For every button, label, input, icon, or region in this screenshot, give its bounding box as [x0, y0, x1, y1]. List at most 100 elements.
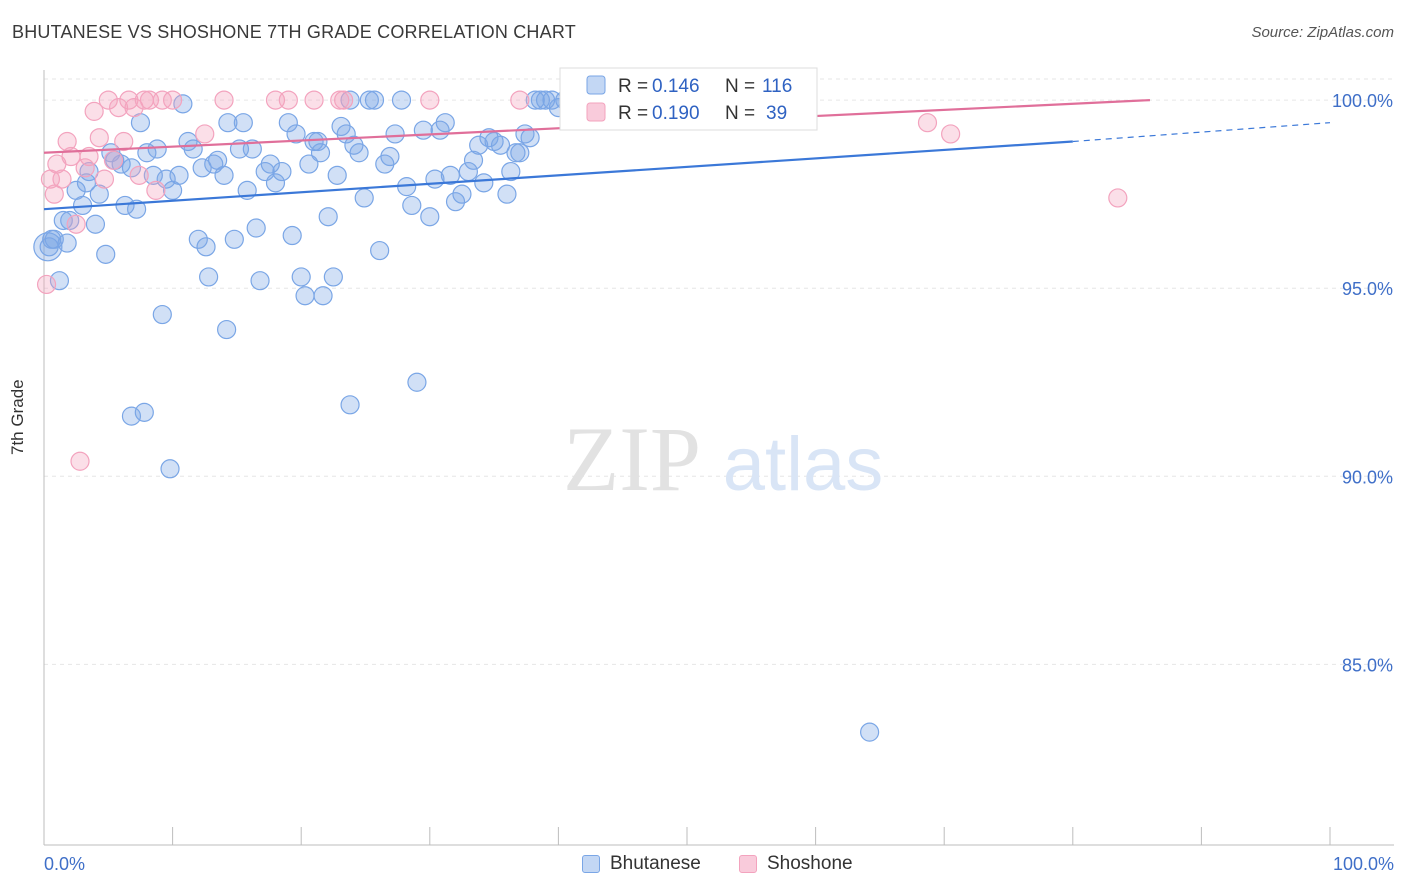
data-point — [291, 267, 311, 287]
data-point — [124, 98, 144, 118]
data-point — [53, 210, 73, 231]
data-point — [79, 146, 99, 167]
data-point — [278, 90, 298, 110]
data-point — [152, 90, 172, 110]
data-point — [474, 173, 494, 193]
data-point — [445, 192, 466, 212]
data-point — [413, 120, 433, 140]
data-point — [349, 143, 369, 163]
data-point — [354, 188, 374, 208]
data-point — [242, 139, 262, 159]
data-point — [501, 161, 521, 182]
data-point — [941, 124, 961, 144]
data-point — [525, 90, 545, 110]
data-point — [89, 128, 109, 148]
data-point — [530, 90, 550, 110]
bottom-legend-swatch-bhutanese — [582, 855, 600, 873]
legend-n-label-shoshone: N = — [725, 103, 755, 124]
data-point — [233, 113, 253, 133]
data-point — [121, 406, 142, 426]
data-point — [57, 233, 77, 253]
watermark-zip: ZIP — [563, 408, 701, 510]
bottom-legend-swatch-shoshone — [739, 855, 757, 873]
data-point — [327, 165, 347, 185]
data-point — [420, 90, 440, 110]
y-tick-label: 85.0% — [1342, 655, 1393, 675]
data-point — [490, 135, 511, 155]
data-point — [44, 184, 64, 204]
data-point — [286, 124, 306, 144]
data-point — [265, 173, 286, 193]
data-point — [214, 165, 234, 185]
trend-line-bhutanese-extension — [1072, 122, 1331, 143]
y-tick-label: 95.0% — [1342, 279, 1393, 299]
bhutanese-points — [33, 90, 880, 742]
data-point — [98, 90, 118, 110]
data-point — [463, 150, 484, 170]
data-point — [57, 131, 77, 152]
x-tick-min: 0.0% — [44, 854, 85, 874]
legend-swatch-bhutanese — [586, 75, 606, 95]
data-point — [246, 218, 266, 238]
bottom-legend-label-shoshone: Shoshone — [767, 853, 853, 874]
data-point — [391, 90, 412, 110]
source-label: Source: ZipAtlas.com — [1251, 24, 1394, 41]
legend-n-value-bhutanese: 116 — [762, 76, 792, 97]
data-point — [435, 113, 455, 133]
bottom-legend-bhutanese: Bhutanese — [582, 852, 701, 876]
data-point — [260, 154, 280, 174]
data-point — [310, 143, 331, 163]
data-point — [217, 319, 237, 340]
gridlines — [44, 78, 1394, 665]
data-point — [89, 184, 109, 204]
data-point — [76, 173, 97, 193]
shoshone-points — [36, 90, 1128, 471]
data-point — [75, 158, 95, 178]
legend-r-label-bhutanese: R = — [618, 76, 648, 97]
data-point — [49, 271, 70, 291]
data-point — [33, 232, 63, 262]
data-point — [173, 94, 193, 114]
data-point — [114, 131, 134, 152]
data-point — [282, 225, 302, 246]
data-point — [160, 459, 180, 479]
data-point — [359, 90, 379, 110]
data-point — [96, 244, 116, 264]
data-point — [147, 139, 167, 159]
data-point — [340, 90, 360, 110]
bottom-legend-label-bhutanese: Bhutanese — [610, 853, 701, 874]
data-point — [108, 98, 129, 118]
data-point — [304, 90, 324, 110]
data-point — [121, 158, 142, 178]
y-tick-label: 100.0% — [1332, 91, 1393, 111]
data-point — [479, 128, 499, 148]
data-point — [183, 139, 203, 159]
data-point — [224, 229, 244, 249]
data-point — [84, 101, 104, 121]
data-point — [497, 184, 517, 204]
data-point — [364, 90, 385, 110]
data-point — [917, 113, 938, 133]
x-tick-max: 100.0% — [1333, 854, 1394, 874]
data-point — [370, 240, 390, 261]
data-point — [295, 286, 315, 306]
data-point — [195, 124, 215, 144]
data-point — [313, 286, 333, 306]
data-point — [520, 128, 540, 148]
y-tick-labels: 85.0% 90.0% 95.0% 100.0% — [1332, 91, 1393, 675]
data-point — [420, 207, 440, 227]
data-point — [103, 150, 124, 170]
data-point — [308, 131, 328, 152]
data-point — [440, 165, 460, 185]
legend-r-value-shoshone: 0.190 — [652, 103, 700, 124]
data-point — [334, 90, 354, 110]
data-point — [860, 722, 880, 742]
watermark-atlas: atlas — [723, 422, 884, 507]
data-point — [196, 237, 216, 257]
data-point — [192, 158, 212, 178]
data-point — [278, 113, 298, 133]
data-point — [44, 229, 64, 249]
data-point — [143, 165, 163, 185]
data-point — [510, 90, 530, 110]
data-point — [407, 372, 427, 392]
